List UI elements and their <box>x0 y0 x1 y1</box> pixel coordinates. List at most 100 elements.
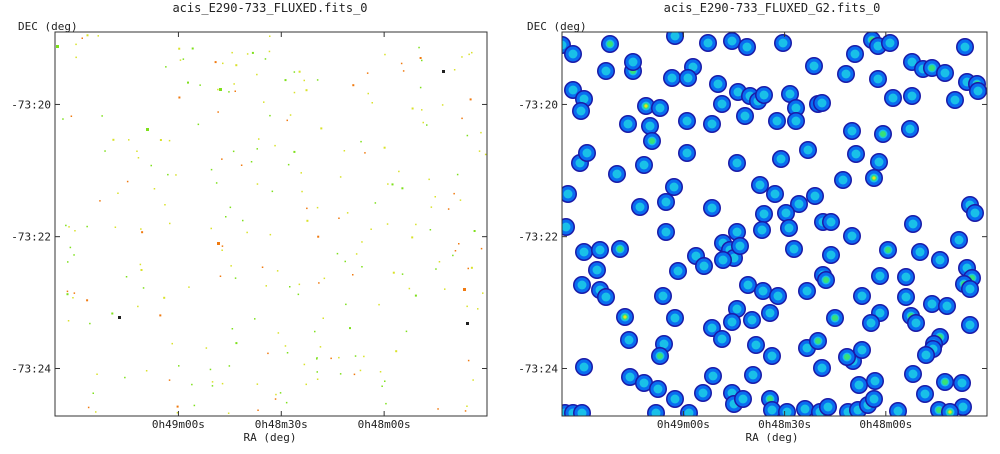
flux-pixel <box>69 246 72 249</box>
flux-pixel <box>338 217 340 219</box>
flux-pixel <box>370 228 372 230</box>
source-blob <box>874 125 892 143</box>
source-blob <box>862 314 880 332</box>
flux-pixel <box>159 314 162 317</box>
flux-pixel <box>199 84 201 86</box>
flux-pixel <box>355 253 358 255</box>
source-blob <box>641 117 659 135</box>
flux-pixel <box>330 357 332 360</box>
source-blob <box>866 372 884 390</box>
flux-pixel <box>225 216 227 218</box>
flux-pixel <box>286 119 288 122</box>
source-blob <box>619 115 637 133</box>
source-blob <box>772 150 790 168</box>
flux-pixel <box>418 46 420 49</box>
flux-pixel <box>461 117 463 120</box>
flux-pixel <box>316 371 318 373</box>
flux-pixel <box>211 381 214 383</box>
flux-pixel <box>305 383 307 386</box>
flux-pixel <box>221 382 224 385</box>
source-blob <box>620 331 638 349</box>
plot-frame <box>561 31 988 417</box>
flux-pixel <box>81 37 83 39</box>
source-blob <box>911 243 929 261</box>
flux-pixel-bright <box>146 128 149 131</box>
source-blob <box>713 330 731 348</box>
flux-pixel <box>419 86 422 89</box>
flux-pixel <box>86 225 88 228</box>
source-blob <box>787 112 805 130</box>
flux-pixel <box>279 392 282 394</box>
flux-pixel <box>68 226 70 228</box>
flux-pixel-bright <box>56 45 59 48</box>
plot-area-right[interactable] <box>553 27 987 422</box>
flux-pixel <box>366 72 369 74</box>
flux-pixel <box>250 161 253 163</box>
flux-pixel <box>117 192 119 194</box>
flux-pixel <box>111 312 114 315</box>
source-blob <box>755 205 773 223</box>
flux-pixel <box>434 196 436 198</box>
flux-pixel <box>293 71 296 73</box>
flux-pixel <box>86 34 89 37</box>
flux-pixel <box>231 51 233 54</box>
source-blob <box>666 309 684 327</box>
flux-pixel <box>360 140 362 143</box>
flux-pixel <box>205 347 208 349</box>
source-blob <box>564 45 582 63</box>
source-blob <box>747 336 765 354</box>
source-blob <box>969 82 987 100</box>
x-axis-label-left: RA (deg) <box>244 431 297 444</box>
source-blob <box>575 358 593 376</box>
source-blob <box>806 187 824 205</box>
x-axis-label-right: RA (deg) <box>746 431 799 444</box>
flux-pixel <box>227 412 230 414</box>
source-blob <box>723 313 741 331</box>
flux-pixel <box>354 355 357 357</box>
flux-pixel <box>62 118 64 120</box>
source-blob <box>966 204 984 222</box>
source-blob <box>923 59 941 77</box>
flux-pixel-bright <box>463 288 466 291</box>
flux-pixel <box>395 350 398 353</box>
flux-pixel <box>364 152 366 154</box>
flux-pixel <box>182 58 185 60</box>
source-blob <box>961 316 979 334</box>
chart-left: acis_E290-733_FLUXED.fits_0 DEC (deg) 0h… <box>11 1 488 444</box>
source-blob <box>799 141 817 159</box>
flux-pixel <box>231 328 234 330</box>
flux-pixel <box>318 282 320 284</box>
flux-pixel <box>240 164 243 166</box>
flux-pixel <box>470 266 473 269</box>
y-axis-label-left: DEC (deg) <box>18 20 78 33</box>
flux-pixel <box>374 202 377 204</box>
source-blob <box>897 268 915 286</box>
flux-pixel <box>265 285 267 287</box>
flux-pixel <box>402 70 405 72</box>
flux-pixel <box>401 273 404 275</box>
source-blob <box>763 347 781 365</box>
flux-pixel <box>169 222 171 225</box>
source-blob <box>778 403 796 416</box>
flux-pixel <box>289 286 291 288</box>
source-blob <box>881 34 899 52</box>
source-blob <box>901 120 919 138</box>
source-blob <box>889 402 907 416</box>
flux-pixel <box>209 368 212 371</box>
flux-pixel <box>274 398 277 400</box>
source-blob <box>709 75 727 93</box>
source-blob <box>870 153 888 171</box>
left-panel: acis_E290-733_FLUXED.fits_0 DEC (deg) 0h… <box>0 0 500 450</box>
source-blob <box>631 198 649 216</box>
source-blob <box>780 219 798 237</box>
flux-pixel <box>459 199 462 201</box>
source-blob <box>704 367 722 385</box>
source-blob <box>817 271 835 289</box>
source-blob <box>761 304 779 322</box>
source-blob <box>846 45 864 63</box>
flux-pixel <box>256 73 258 76</box>
source-blob <box>923 295 941 313</box>
flux-pixel <box>171 342 173 345</box>
flux-pixel <box>124 376 126 379</box>
plot-area-left[interactable] <box>56 34 487 414</box>
